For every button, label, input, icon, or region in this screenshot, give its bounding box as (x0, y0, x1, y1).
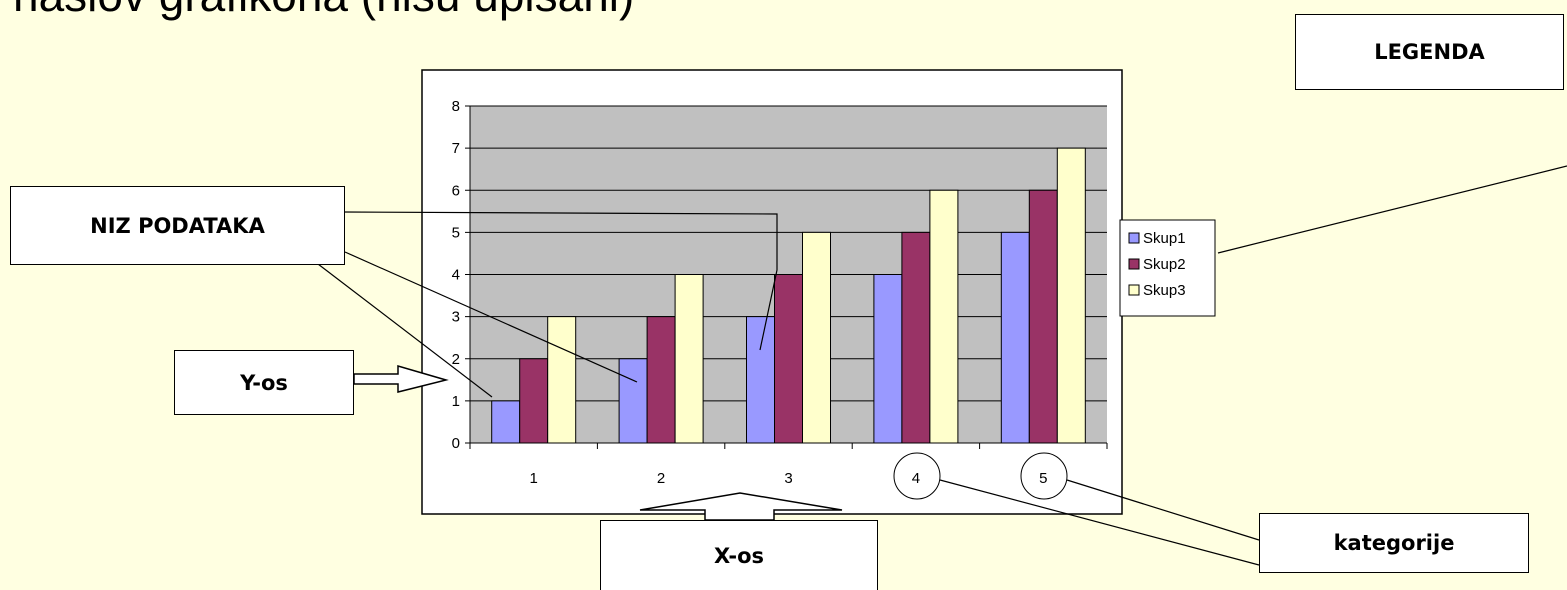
bar-skup3-4 (929, 189, 959, 444)
x-tick-label: 5 (1039, 470, 1047, 487)
y-tick-label: 1 (452, 393, 460, 410)
bar-skup3-5 (1056, 147, 1086, 444)
bar-skup2-1 (519, 358, 549, 444)
bars (491, 147, 1086, 444)
bar-skup1-2 (618, 358, 648, 444)
x-tick-label: 2 (657, 470, 665, 487)
axes: 0 1 2 3 4 5 6 7 8 1 2 3 4 5 (452, 98, 1108, 487)
bar-skup1-4 (873, 274, 903, 444)
x-tick-label: 4 (912, 470, 920, 487)
y-tick-label: 7 (452, 140, 460, 157)
legend-label-skup1: Skup1 (1143, 230, 1186, 247)
legend-label-skup3: Skup3 (1143, 282, 1186, 299)
y-axis-arrow (353, 365, 449, 393)
bar-skup1-3 (746, 316, 775, 444)
y-tick-label: 3 (452, 309, 460, 326)
bar-skup2-3 (774, 274, 803, 444)
legend-swatch-skup2 (1128, 258, 1140, 270)
bar-skup3-3 (802, 231, 831, 444)
legend-swatch-skup3 (1128, 284, 1140, 296)
legend-label-skup2: Skup2 (1143, 256, 1186, 273)
legend: Skup1 Skup2 Skup3 (1119, 219, 1216, 317)
y-tick-label: 6 (452, 182, 460, 199)
bar-skup3-1 (547, 316, 577, 444)
y-tick-label: 8 (452, 98, 460, 115)
bar-skup2-2 (646, 316, 676, 444)
x-tick-label: 1 (530, 470, 538, 487)
bar-skup2-5 (1028, 189, 1058, 444)
kategorije-connector-5 (1066, 479, 1260, 541)
bar-skup1-1 (491, 400, 521, 444)
category-4-highlight (893, 452, 941, 500)
categories-callout: kategorije (1259, 513, 1529, 573)
bar-skup1-5 (1000, 231, 1030, 444)
y-axis-callout: Y-os (174, 350, 354, 415)
y-tick-label: 5 (452, 224, 460, 241)
niz-connector-2 (344, 251, 638, 383)
page-title: i naslov grafikona (nisu upisani) (0, 0, 634, 18)
bar-skup3-2 (674, 274, 704, 444)
x-tick-label: 3 (784, 470, 792, 487)
legend-callout: LEGENDA (1295, 14, 1564, 90)
connectors (317, 165, 1567, 566)
niz-connector-3 (317, 263, 493, 398)
category-5-highlight (1020, 452, 1068, 500)
legend-connector (1217, 165, 1567, 254)
x-axis-callout: X-os (600, 520, 878, 590)
bar-skup2-4 (901, 231, 931, 444)
legend-swatch-skup1 (1128, 232, 1140, 244)
y-tick-label: 2 (452, 351, 460, 368)
y-tick-label: 4 (452, 267, 460, 284)
data-series-callout: NIZ PODATAKA (10, 186, 345, 265)
kategorije-connector-4 (939, 479, 1260, 566)
y-tick-label: 0 (452, 435, 460, 452)
niz-connector-1 (343, 211, 778, 351)
